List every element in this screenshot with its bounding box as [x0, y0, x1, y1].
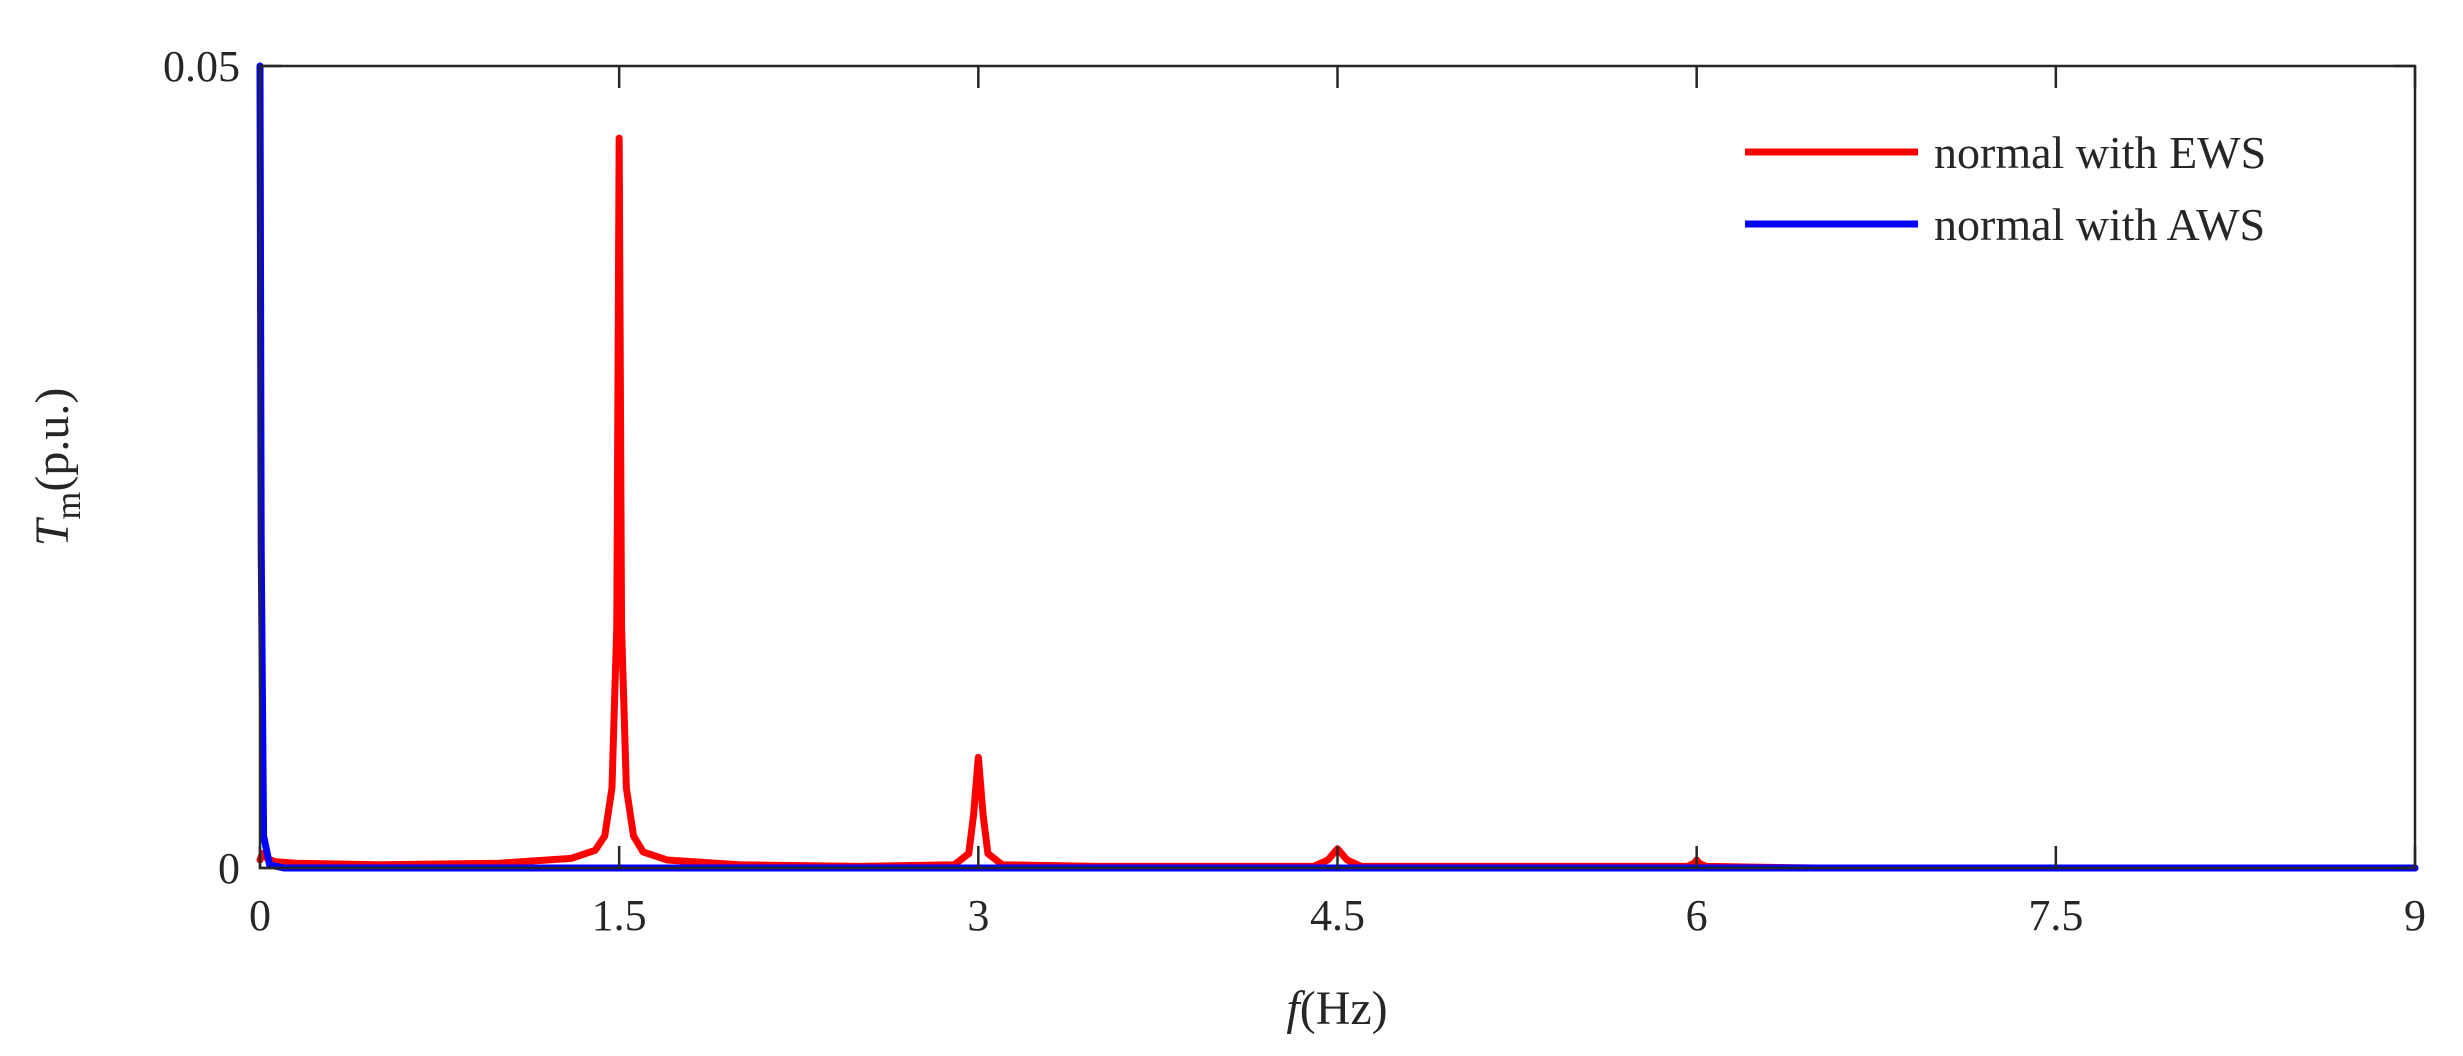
x-tick-label: 0: [249, 891, 271, 940]
y-tick-label: 0: [218, 844, 240, 893]
x-tick-label: 9: [2404, 891, 2426, 940]
legend: normal with EWS normal with AWS: [1745, 127, 2266, 250]
y-axis-unit: (p.u.): [26, 388, 79, 492]
y-tick-label: 0.05: [163, 42, 240, 91]
x-tick-label: 6: [1686, 891, 1708, 940]
plot-background: [260, 66, 2415, 868]
x-tick-label: 3: [967, 891, 989, 940]
legend-label-ews: normal with EWS: [1934, 127, 2266, 178]
tick-layer: 0 1.5 3 4.5 6 7.5 9 0 0.05: [163, 42, 2426, 940]
x-tick-label: 1.5: [592, 891, 647, 940]
y-axis-subscript: m: [48, 492, 88, 520]
legend-label-aws: normal with AWS: [1934, 199, 2265, 250]
x-axis-unit: (Hz): [1300, 982, 1388, 1035]
x-tick-label: 4.5: [1310, 891, 1365, 940]
x-axis-label: f(Hz): [1286, 982, 1387, 1035]
y-axis-variable: T: [26, 516, 79, 546]
x-tick-label: 7.5: [2028, 891, 2083, 940]
y-axis-label: Tm(p.u.): [26, 388, 88, 547]
